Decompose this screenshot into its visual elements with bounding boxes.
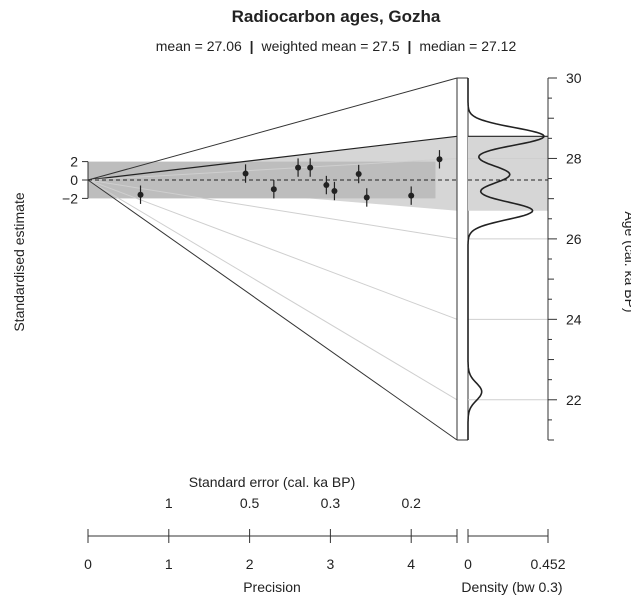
age-axis-tick-label: 22 [566,392,582,408]
age-rays [87,157,458,401]
frame-lower-edge [87,179,458,441]
subtitle-mean: mean = 27.06 [156,38,242,54]
age-axis-tick-label: 26 [566,231,582,247]
precision-tick-label: 2 [246,556,254,572]
z-axis-tick-label: −2 [62,190,78,206]
bottom-axes: 0 1 2 3 4 1 0.5 0.3 0.2 0 0.452 [84,495,566,572]
data-point [307,164,314,171]
subtitle-separator-1: | [250,38,254,54]
standard-error-tick-label: 0.3 [321,495,341,511]
precision-axis-label: Precision [243,579,301,595]
z-axis-label: Standardised estimate [11,192,27,332]
z-axis-tick-label: 0 [70,172,78,188]
z-axis-tick-label: 2 [70,154,78,170]
age-axis-tick-label: 30 [566,70,582,86]
precision-tick-label: 1 [165,556,173,572]
standard-error-tick-label: 0.5 [240,495,260,511]
standard-error-axis-label: Standard error (cal. ka BP) [189,474,356,490]
data-point [363,194,370,201]
age-axis-label: Age (cal. ka BP) [622,211,631,312]
chart-title: Radiocarbon ages, Gozha [232,7,441,26]
subtitle-separator-2: | [408,38,412,54]
precision-tick-label: 4 [407,556,415,572]
data-point [436,156,443,163]
data-point [355,171,362,178]
density-tick-label: 0 [464,556,472,572]
data-point [331,188,338,195]
standard-error-tick-label: 0.2 [401,495,421,511]
density-shaded-band [468,136,548,211]
data-point [323,182,330,189]
upper-bound-line [87,135,458,181]
density-tick-label: 0.452 [530,556,565,572]
precision-tick-label: 0 [84,556,92,572]
data-point [270,186,277,193]
z-axis: 2 0 −2 [62,154,89,206]
radial-frame [87,77,458,441]
age-ray [87,179,458,240]
age-axis: 22 24 26 28 30 [547,70,582,441]
chart-subtitle: mean = 27.06 | weighted mean = 27.5 | me… [156,38,517,54]
precision-tick-label: 3 [327,556,335,572]
density-axis-label: Density (bw 0.3) [461,579,562,595]
subtitle-median: median = 27.12 [419,38,516,54]
age-axis-tick-label: 24 [566,311,582,327]
age-ray [87,157,458,181]
frame-upper-edge [87,77,458,181]
density-panel [457,77,548,441]
density-curve [467,78,545,440]
age-ray [87,179,458,401]
data-point [137,191,144,198]
subtitle-weighted-mean: weighted mean = 27.5 [260,38,399,54]
data-points [137,150,443,207]
standard-error-tick-label: 1 [165,495,173,511]
data-point [242,170,249,177]
shaded-bands [87,135,458,211]
age-axis-tick-label: 28 [566,150,582,166]
age-ray [87,179,458,320]
data-point [408,192,415,199]
data-point [295,164,302,171]
